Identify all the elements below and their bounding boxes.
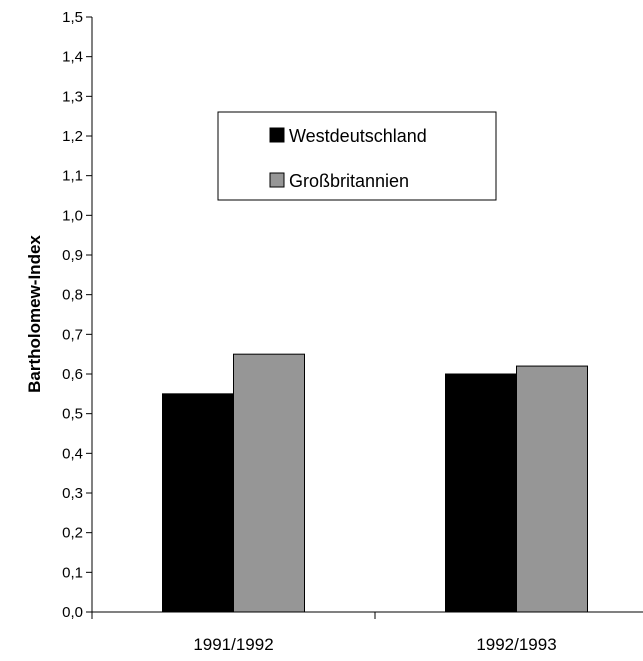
y-tick-label: 1,0: [62, 207, 83, 224]
legend-label-westdeutschland: Westdeutschland: [289, 126, 427, 146]
legend-label-grossbritannien: Großbritannien: [289, 171, 409, 191]
y-tick-label: 0,1: [62, 564, 83, 581]
y-axis: 0,0 0,1 0,2 0,3 0,4 0,5 0,6 0,7 0,8 0,9 1,0 1,1 1,2 1…: [62, 9, 93, 621]
y-tick-label: 1,1: [62, 168, 83, 185]
y-tick-label: 0,2: [62, 525, 83, 542]
x-tick-label: 1991/1992: [193, 635, 273, 654]
bar-grobritannien-2: [516, 365, 588, 613]
bars: [162, 353, 588, 613]
y-tick-label: 0,9: [62, 247, 83, 264]
x-axis: 1991/1992 1992/1993: [91, 611, 643, 654]
y-tick-label: 0,6: [62, 366, 83, 383]
y-tick-label: 0,0: [62, 604, 83, 621]
y-tick-label: 1,3: [62, 88, 83, 105]
y-tick-label: 1,4: [62, 49, 83, 66]
y-tick-label: 1,5: [62, 9, 83, 26]
legend-swatch-grossbritannien: [269, 172, 285, 188]
y-tick-label: 0,7: [62, 326, 83, 343]
bar-westdeutschland-1: [162, 393, 234, 613]
y-tick-label: 0,3: [62, 485, 83, 502]
legend-box: [217, 111, 497, 201]
y-tick-label: 1,2: [62, 128, 83, 145]
y-tick-label: 0,8: [62, 287, 83, 304]
bar-westdeutschland-2: [445, 373, 517, 613]
legend-swatch-westdeutschland: [269, 127, 285, 143]
bar-grobritannien-1: [233, 353, 305, 613]
x-tick-label: 1992/1993: [476, 635, 556, 654]
y-axis-label: Bartholomew-Index: [25, 235, 44, 393]
y-tick-label: 0,4: [62, 445, 83, 462]
y-tick-label: 0,5: [62, 406, 83, 423]
legend: Westdeutschland Großbritannien: [217, 111, 497, 201]
